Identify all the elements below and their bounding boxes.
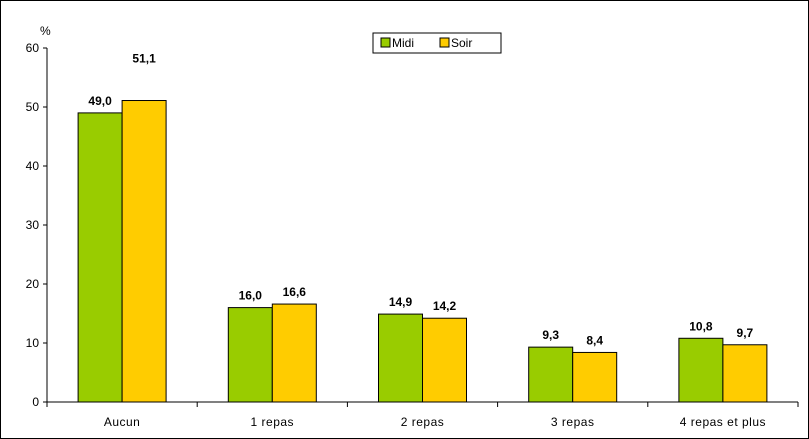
bar-midi — [678, 337, 724, 403]
bar-midi — [227, 307, 273, 403]
legend: Midi Soir — [372, 32, 502, 54]
data-label-soir: 14,2 — [433, 299, 457, 313]
x-tick-label: 3 repas — [551, 415, 595, 429]
bar-soir — [121, 100, 167, 403]
legend-label-midi: Midi — [392, 36, 414, 50]
data-label-soir: 51,1 — [132, 52, 156, 66]
bar-soir — [422, 317, 467, 403]
y-tick-label: 10 — [26, 336, 40, 350]
x-tick-label: 4 repas et plus — [680, 415, 766, 429]
y-axis-unit: % — [40, 24, 51, 38]
x-tick-label: 1 repas — [251, 415, 295, 429]
bar-midi — [378, 313, 423, 403]
bar-midi — [528, 346, 574, 403]
data-label-midi: 9,3 — [542, 328, 559, 342]
data-label-midi: 49,0 — [88, 94, 112, 108]
data-labels: 49,0 51,1 16,0 16,6 14,9 14,2 9,3 8,4 10,8 9,7 — [88, 52, 753, 348]
legend-swatch-midi — [380, 37, 391, 48]
y-tick-label: 60 — [26, 41, 40, 55]
y-tick-label: 0 — [32, 395, 39, 409]
data-label-soir: 8,4 — [586, 333, 603, 347]
bar-soir — [722, 344, 768, 403]
data-label-midi: 10,8 — [689, 319, 713, 333]
y-tick-label: 40 — [26, 159, 40, 173]
y-tick-label: 30 — [26, 218, 40, 232]
y-tick-label: 50 — [26, 100, 40, 114]
bar-soir — [271, 303, 317, 403]
bars — [77, 100, 768, 403]
data-label-soir: 9,7 — [737, 326, 754, 340]
data-label-midi: 14,9 — [389, 295, 413, 309]
axes: 0 10 20 30 40 50 60 Aucun 1 repas 2 repas 3 repas 4… — [26, 41, 799, 429]
bar-soir — [572, 351, 618, 403]
x-tick-label: 2 repas — [401, 415, 445, 429]
y-tick-label: 20 — [26, 277, 40, 291]
data-label-soir: 16,6 — [283, 285, 307, 299]
legend-box — [372, 32, 502, 54]
legend-label-soir: Soir — [451, 36, 472, 50]
bar-midi — [77, 112, 123, 403]
data-label-midi: 16,0 — [239, 289, 263, 303]
legend-swatch-soir — [439, 37, 450, 48]
x-tick-label: Aucun — [104, 415, 141, 429]
